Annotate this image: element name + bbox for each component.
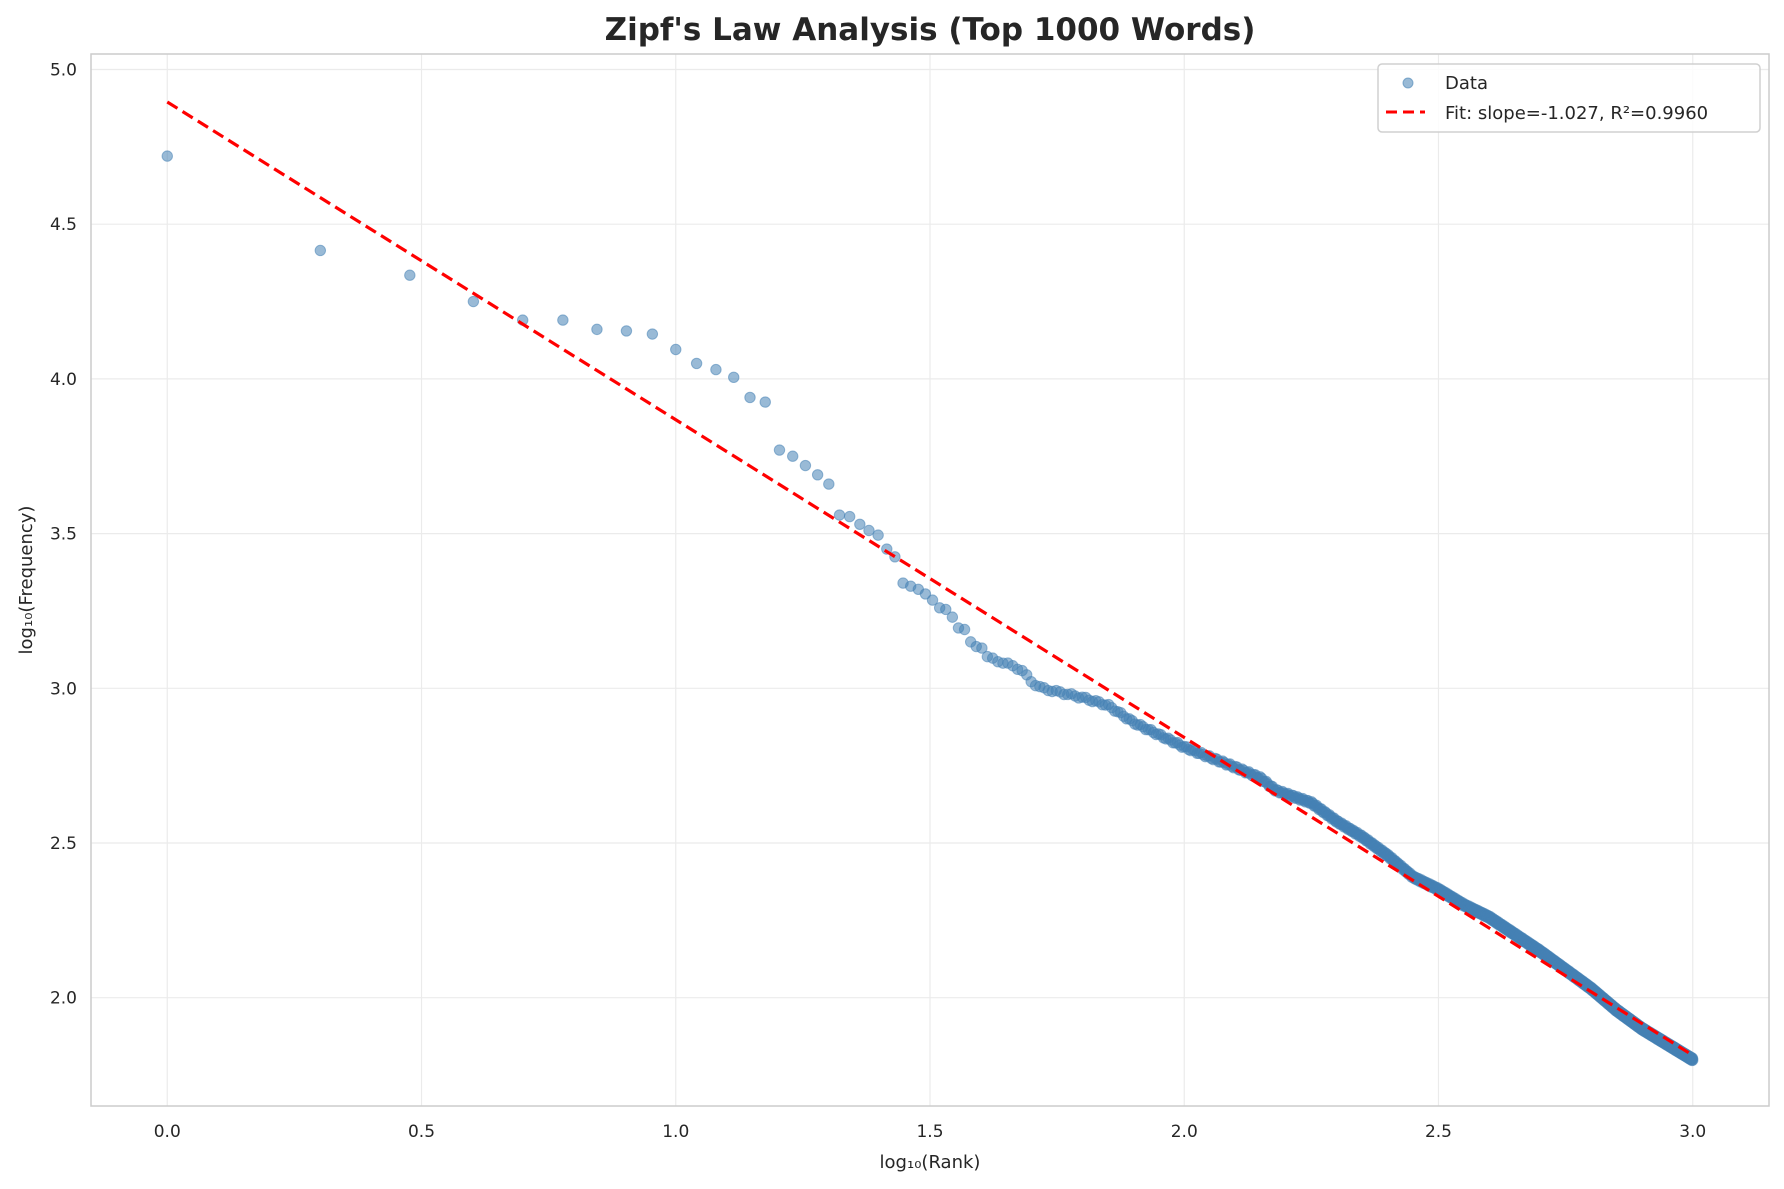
data-point (833, 509, 846, 521)
data-point (744, 391, 756, 404)
x-tick-label: 0.5 (408, 1122, 435, 1142)
x-tick-label: 1.0 (662, 1122, 689, 1142)
data-point (958, 623, 971, 636)
data-point (799, 459, 812, 472)
legend-fit-label: Fit: slope=-1.027, R²=0.9960 (1445, 103, 1708, 124)
data-point (670, 343, 682, 356)
x-tick-label: 3.0 (1679, 1122, 1706, 1142)
data-point (926, 594, 939, 606)
data-point (728, 371, 740, 384)
data-point (759, 396, 771, 408)
fit-line (166, 100, 1694, 1057)
data-point (710, 363, 722, 376)
data-point (946, 611, 959, 623)
y-tick-label: 4.0 (50, 370, 77, 390)
y-ticks: 2.0 2.5 3.0 3.5 4.0 4.5 5.0 (50, 60, 77, 1008)
plot-frame (90, 53, 1770, 1107)
legend-box (1377, 63, 1761, 133)
data-point (863, 524, 875, 537)
data-point (919, 588, 932, 600)
y-tick-label: 4.5 (50, 215, 77, 235)
x-tick-label: 1.5 (916, 1122, 943, 1142)
x-axis-label: log₁₀(Rank) (880, 1152, 981, 1173)
data-point (646, 328, 659, 340)
data-point (591, 323, 603, 336)
data-point (1687, 1054, 1699, 1066)
legend: Data Fit: slope=-1.027, R²=0.9960 (1377, 63, 1761, 133)
fit-line-group (166, 100, 1694, 1057)
data-point (787, 450, 799, 462)
legend-data-marker (1402, 77, 1414, 89)
data-point (854, 518, 866, 531)
y-tick-label: 2.0 (50, 989, 77, 1009)
data-point (843, 510, 856, 523)
data-point (872, 529, 884, 541)
data-point (557, 314, 569, 326)
x-tick-label: 2.5 (1425, 1122, 1452, 1142)
y-tick-label: 3.5 (50, 525, 77, 545)
x-tick-label: 0.0 (154, 1122, 181, 1142)
data-point (773, 444, 786, 456)
data-point (404, 269, 416, 281)
data-point (314, 244, 327, 257)
data-point (976, 642, 988, 654)
data-point (620, 325, 633, 337)
legend-data-label: Data (1445, 73, 1488, 94)
data-point (467, 295, 480, 308)
x-ticks: 0.0 0.5 1.0 1.5 2.0 2.5 3.0 (154, 1122, 1707, 1142)
data-point (823, 478, 835, 490)
data-point (690, 357, 703, 370)
y-tick-label: 5.0 (50, 60, 77, 80)
x-tick-label: 2.0 (1171, 1122, 1198, 1142)
chart-title: Zipf's Law Analysis (Top 1000 Words) (605, 12, 1256, 48)
y-axis-label: log₁₀(Frequency) (16, 506, 37, 655)
data-point (811, 469, 824, 481)
y-tick-label: 3.0 (50, 679, 77, 699)
y-tick-label: 2.5 (50, 834, 77, 854)
data-point (161, 150, 173, 162)
data-point (940, 603, 952, 616)
